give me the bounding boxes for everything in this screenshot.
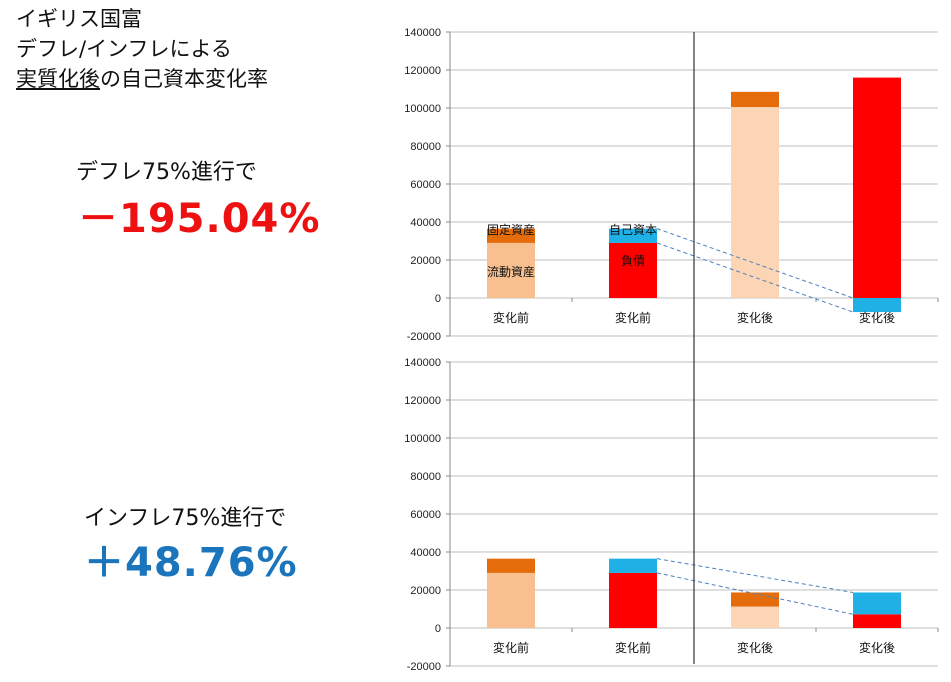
inflation-value: ＋48.76%	[84, 540, 298, 586]
equity-annotation: 自己資本	[609, 223, 657, 237]
y-tick-label: 20000	[410, 585, 441, 597]
y-tick-label: 140000	[404, 357, 441, 369]
deflation-value: －195.04%	[78, 196, 321, 242]
fixed-assets-annotation: 固定資産	[487, 222, 535, 237]
equity-connector-bottom	[656, 572, 854, 615]
current-assets-bar	[731, 606, 779, 628]
y-tick-label: 40000	[410, 547, 441, 559]
x-tick-label: 変化後	[859, 310, 895, 325]
equity-bar	[609, 558, 657, 573]
page-title: イギリス国富 デフレ/インフレによる 実質化後の自己資本変化率	[16, 4, 268, 94]
y-tick-label: 20000	[410, 255, 441, 267]
x-tick-label: 変化後	[737, 640, 773, 655]
fixed-assets-bar	[487, 228, 535, 243]
current-assets-bar	[487, 572, 535, 628]
y-tick-label: 0	[435, 293, 441, 305]
x-tick-label: 変化後	[737, 310, 773, 325]
x-tick-label: 変化前	[615, 640, 651, 655]
liabilities-bar	[609, 242, 657, 298]
current-assets-bar	[487, 242, 535, 298]
y-tick-label: 60000	[410, 509, 441, 521]
equity-bar	[853, 592, 901, 615]
fixed-assets-bar	[731, 592, 779, 607]
fixed-assets-bar	[487, 558, 535, 573]
title-line-1: イギリス国富	[16, 7, 142, 31]
fixed-assets-bar	[731, 91, 779, 108]
y-tick-label: 100000	[404, 103, 441, 115]
equity-bar	[853, 298, 901, 313]
y-tick-label: 100000	[404, 433, 441, 445]
title-line-2: デフレ/インフレによる	[16, 37, 232, 61]
equity-connector-top	[656, 558, 854, 593]
x-tick-label: 変化前	[615, 310, 651, 325]
y-tick-label: 120000	[404, 65, 441, 77]
chart-panel-2: -20000 0 20000 40000 60000 80000 100000 120000 1…	[404, 357, 939, 673]
y-tick-label: 140000	[404, 27, 441, 39]
title-underlined: 実質化後	[16, 67, 100, 91]
title-line-3: 実質化後の自己資本変化率	[16, 64, 268, 94]
x-tick-label: 変化前	[493, 310, 529, 325]
inflation-label: インフレ75%進行で	[84, 506, 287, 531]
y-tick-label: 120000	[404, 395, 441, 407]
x-tick-label: 変化後	[859, 640, 895, 655]
deflation-label: デフレ75%進行で	[76, 160, 257, 185]
y-tick-label: 80000	[410, 471, 441, 483]
y-tick-label: -20000	[407, 331, 441, 343]
title-rest: の自己資本変化率	[100, 67, 268, 91]
y-tick-label: -20000	[407, 661, 441, 673]
x-tick-label: 変化前	[493, 640, 529, 655]
current-assets-annotation: 流動資産	[487, 264, 535, 279]
y-tick-label: 0	[435, 623, 441, 635]
liabilities-bar	[853, 77, 901, 298]
y-tick-label: 80000	[410, 141, 441, 153]
chart-panel-1: -20000 0 20000 40000 60000 80000 100000 120000 1…	[404, 27, 939, 343]
equity-bar	[609, 228, 657, 243]
liabilities-bar	[853, 614, 901, 628]
liabilities-bar	[609, 572, 657, 628]
y-tick-label: 60000	[410, 179, 441, 191]
liabilities-annotation: 負債	[621, 253, 645, 268]
current-assets-bar	[731, 107, 779, 298]
y-tick-label: 40000	[410, 217, 441, 229]
